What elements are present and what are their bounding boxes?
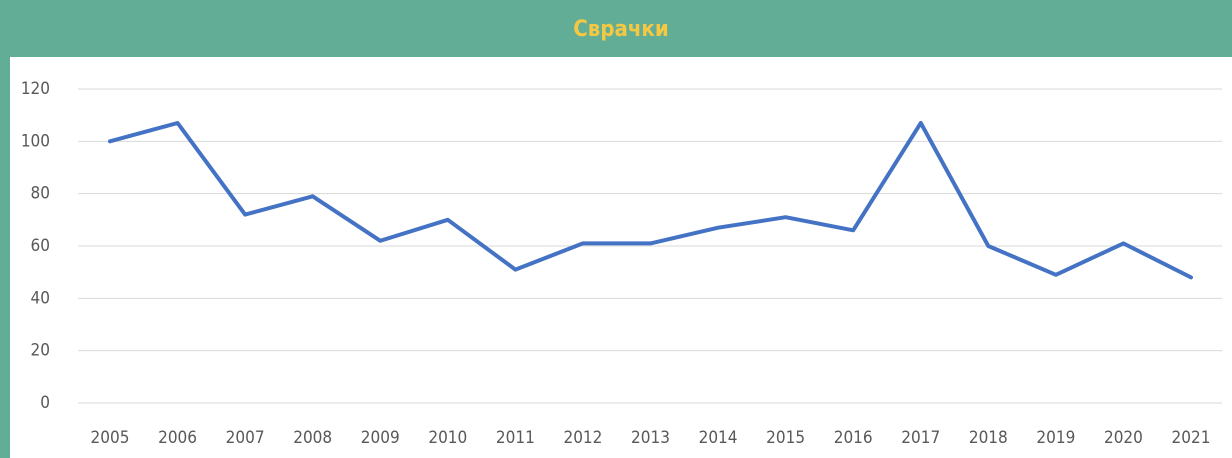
y-tick-label: 120 bbox=[21, 79, 50, 99]
x-tick-label: 2019 bbox=[1036, 428, 1075, 448]
x-tick-label: 2020 bbox=[1104, 428, 1143, 448]
x-tick-label: 2013 bbox=[631, 428, 670, 448]
x-tick-label: 2009 bbox=[361, 428, 400, 448]
x-tick-label: 2012 bbox=[563, 428, 602, 448]
x-tick-label: 2006 bbox=[158, 428, 197, 448]
x-tick-label: 2010 bbox=[428, 428, 467, 448]
left-strip bbox=[0, 0, 10, 458]
x-tick-label: 2014 bbox=[699, 428, 738, 448]
x-tick-label: 2007 bbox=[226, 428, 265, 448]
x-tick-label: 2016 bbox=[834, 428, 873, 448]
y-tick-label: 0 bbox=[40, 393, 50, 413]
x-tick-label: 2018 bbox=[969, 428, 1008, 448]
header-band bbox=[0, 0, 1232, 57]
y-tick-label: 80 bbox=[31, 184, 50, 204]
y-tick-label: 40 bbox=[31, 288, 50, 308]
x-tick-label: 2015 bbox=[766, 428, 805, 448]
x-tick-label: 2008 bbox=[293, 428, 332, 448]
y-tick-label: 60 bbox=[31, 236, 50, 256]
x-tick-label: 2017 bbox=[901, 428, 940, 448]
x-tick-label: 2005 bbox=[91, 428, 130, 448]
chart-title: Сврачки bbox=[573, 17, 668, 42]
y-tick-label: 100 bbox=[21, 131, 50, 151]
data-line bbox=[108, 121, 1193, 280]
x-tick-label: 2021 bbox=[1172, 428, 1211, 448]
x-tick-label: 2011 bbox=[496, 428, 535, 448]
y-tick-label: 20 bbox=[31, 341, 50, 361]
